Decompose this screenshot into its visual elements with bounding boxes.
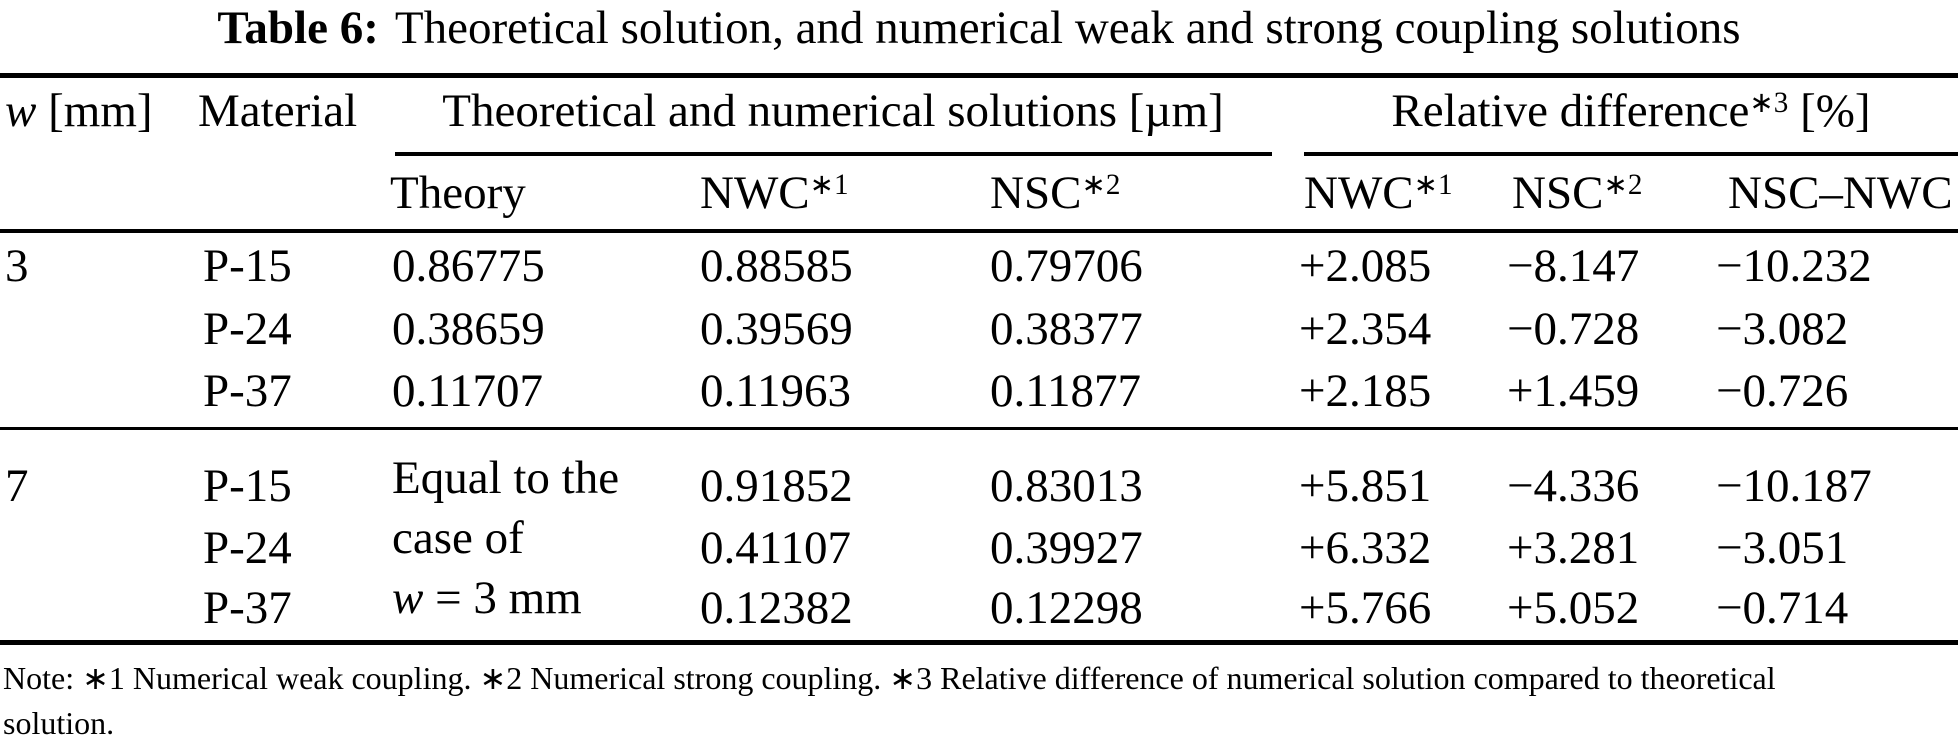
subheader-nwc: NWC∗1 [700,170,849,217]
cell-rd-diff: −0.726 [1716,365,1849,417]
cell-rd-diff: −10.187 [1716,460,1872,512]
subheader-nsc: NSC∗2 [990,170,1120,217]
cell-rd-nwc: +2.354 [1299,303,1432,355]
cell-rd-nsc: +5.052 [1507,582,1640,634]
cell-nwc: 0.12382 [700,582,853,634]
cell-rd-nwc: +2.085 [1299,240,1432,292]
subheader-rd-nwc-sup: ∗1 [1413,169,1453,202]
cell-material: P-15 [203,240,292,292]
cell-nsc: 0.83013 [990,460,1143,512]
cell-nsc: 0.39927 [990,522,1143,574]
cell-nwc: 0.88585 [700,240,853,292]
cell-theory: 0.11707 [392,365,544,417]
cell-rd-diff: −10.232 [1716,240,1872,292]
top-rule [0,73,1958,78]
subheader-rd-diff: NSC–NWC [1728,167,1953,219]
subheader-rd-nwc-label: NWC [1304,167,1414,219]
cell-w-value: 3 [5,240,29,292]
header-material: Material [198,85,358,137]
cell-nsc: 0.38377 [990,303,1143,355]
subheader-rd-nsc: NSC∗2 [1512,170,1642,217]
table-caption-text: Theoretical solution, and numerical weak… [394,2,1741,54]
cmid-rule-reldiff [1304,152,1958,156]
theory-note-line3: = 3 mm [423,572,582,624]
header-group-reldiff-sup: ∗3 [1749,87,1789,120]
block-divider-rule [0,427,1958,430]
cell-material: P-24 [203,303,292,355]
theory-note-line2: case of [392,512,524,564]
cell-material: P-37 [203,365,292,417]
footnote-line2: solution. [3,705,115,737]
cell-material: P-37 [203,582,292,634]
cell-rd-nwc: +6.332 [1299,522,1432,574]
cell-rd-nsc: +3.281 [1507,522,1640,574]
cell-rd-diff: −3.082 [1716,303,1849,355]
cell-nsc: 0.12298 [990,582,1143,634]
subheader-rd-nsc-label: NSC [1512,167,1604,219]
cell-rd-nsc: −0.728 [1507,303,1640,355]
cell-nwc: 0.91852 [700,460,853,512]
cell-w-value: 7 [5,460,29,512]
cmid-rule-solutions [395,152,1272,156]
cell-rd-nwc: +5.766 [1299,582,1432,634]
subheader-rd-nwc: NWC∗1 [1304,170,1453,217]
subheader-nwc-label: NWC [700,167,810,219]
header-w-symbol: w [5,85,37,137]
cell-nsc: 0.79706 [990,240,1143,292]
cell-theory-span-note: Equal to the case of w = 3 mm [392,448,619,628]
subheader-nsc-sup: ∗2 [1081,169,1121,202]
cell-rd-nsc: −4.336 [1507,460,1640,512]
footnote-line1: Note: ∗1 Numerical weak coupling. ∗2 Num… [3,660,1776,696]
cell-theory: 0.86775 [392,240,545,292]
header-w-unit: [mm] [36,85,153,137]
header-group-reldiff-label: Relative difference [1391,85,1750,137]
header-rule [0,229,1958,233]
cell-rd-nwc: +5.851 [1299,460,1432,512]
cell-theory: 0.38659 [392,303,545,355]
header-w: w [mm] [5,88,153,135]
header-group-solutions: Theoretical and numerical solutions [µm] [442,85,1224,137]
table-caption: Table 6: Theoretical solution, and numeri… [217,5,1958,52]
cell-rd-diff: −3.051 [1716,522,1849,574]
cell-rd-diff: −0.714 [1716,582,1849,634]
cell-nsc: 0.11877 [990,365,1142,417]
header-group-reldiff-unit: [%] [1788,85,1871,137]
cell-rd-nsc: −8.147 [1507,240,1640,292]
cell-material: P-24 [203,522,292,574]
theory-note-line1: Equal to the [392,452,620,504]
subheader-nwc-sup: ∗1 [809,169,849,202]
header-group-reldiff: Relative difference∗3 [%] [1391,88,1870,135]
subheader-theory: Theory [390,167,526,219]
cell-material: P-15 [203,460,292,512]
cell-rd-nwc: +2.185 [1299,365,1432,417]
theory-note-symbol: w [392,572,424,624]
bottom-rule [0,640,1958,645]
cell-nwc: 0.41107 [700,522,852,574]
subheader-nsc-label: NSC [990,167,1082,219]
table-caption-number: Table 6: [217,2,379,54]
cell-nwc: 0.11963 [700,365,852,417]
subheader-rd-nsc-sup: ∗2 [1603,169,1643,202]
cell-rd-nsc: +1.459 [1507,365,1640,417]
table-footnote: Note: ∗1 Numerical weak coupling. ∗2 Num… [3,656,1776,737]
cell-nwc: 0.39569 [700,303,853,355]
